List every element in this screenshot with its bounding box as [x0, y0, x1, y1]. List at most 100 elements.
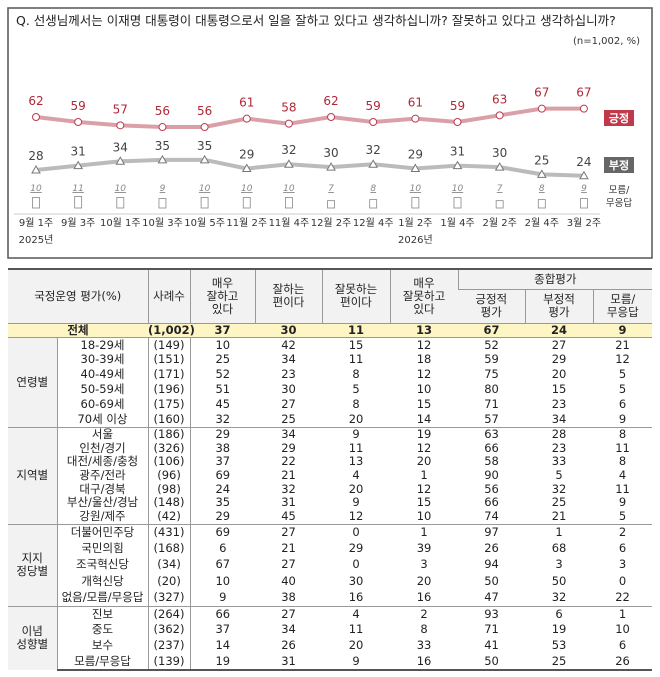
cell: 23 [281, 367, 296, 382]
row-n: (151) [148, 352, 191, 368]
dont-know-bar [284, 197, 293, 209]
group-label-line: 지역별 [16, 468, 49, 483]
positive-label: 56 [197, 104, 212, 118]
header-line: 있다 [211, 301, 234, 316]
header-very-bad: 매우 잘못하고 있다 [389, 268, 459, 324]
negative-point [284, 159, 294, 168]
dont-know-label: 8 [370, 184, 376, 194]
cell: 9 [322, 427, 391, 442]
table-row: 50-59세 (196) 51 30 5 10 80 15 5 [8, 382, 652, 398]
cell: 27 [281, 397, 296, 412]
dont-know-bar [158, 198, 167, 209]
cell: 25 [525, 654, 594, 672]
year-label: 2025년 [19, 234, 54, 246]
row-label: 70세 이상 [57, 412, 149, 428]
cell: 9 [618, 495, 627, 510]
header-line: 매우 [413, 275, 435, 290]
dont-know-bar [369, 199, 378, 209]
table-row: 국민의힘 (168) 6 21 29 39 26 68 6 [8, 540, 652, 557]
cell: 74 [484, 509, 499, 524]
cell: 20 [416, 573, 432, 588]
cell: 6 [525, 605, 594, 623]
header-overall: 종합평가 [457, 268, 653, 290]
positive-point [200, 123, 209, 132]
cell: 15 [551, 382, 567, 397]
cell: 29 [281, 440, 296, 455]
cell: 16 [416, 589, 432, 604]
group-label-line: 연령별 [16, 374, 49, 389]
positive-label: 61 [408, 96, 423, 110]
row-n: (148) [148, 496, 191, 511]
cell: 15 [416, 495, 432, 510]
cell: 22 [615, 589, 630, 604]
cell: 32 [551, 589, 567, 604]
cell: 10 [416, 509, 432, 524]
cell: 3 [420, 557, 428, 572]
header-line: 무응답 [606, 305, 639, 319]
x-tick-label: 12월 4주 [353, 217, 394, 229]
x-tick-label: 11월 4주 [269, 217, 310, 229]
dont-know-label: 10 [452, 184, 464, 194]
cell: 12 [615, 352, 630, 367]
header-line: 있다 [413, 301, 435, 316]
cell: 35 [215, 495, 231, 510]
cell: 41 [484, 638, 499, 653]
x-tick-label: 10월 3주 [142, 217, 183, 229]
row-label: 18-29세 [57, 337, 149, 353]
row-label: 없음/모름/무응답 [57, 589, 149, 607]
table-row: 대전/세종/충청 (106) 37 22 13 20 58 33 8 [8, 454, 652, 470]
cell: 1 [390, 523, 459, 541]
row-n: (264) [148, 605, 191, 623]
cell: 27 [255, 523, 323, 541]
cell: 51 [215, 382, 231, 397]
row-n: (96) [148, 468, 191, 483]
cell: 21 [281, 541, 296, 555]
table-row: 이념 성향별 진보 (264) 66 27 4 2 93 6 1 [8, 605, 653, 671]
table-row: 부산/울산/경남 (148) 35 31 9 15 66 25 9 [8, 495, 652, 511]
header-good: 잘하는 편이다 [254, 268, 323, 324]
cell: 52 [484, 337, 499, 352]
cell: 21 [551, 509, 567, 524]
row-label: 서울 [57, 427, 149, 442]
dont-know-label: 10 [241, 184, 253, 194]
negative-point [326, 162, 336, 171]
x-tick-label: 10월 1주 [100, 217, 141, 229]
cell: 8 [352, 367, 360, 382]
cell: 37 [215, 622, 231, 637]
cell: 29 [215, 509, 231, 524]
cell: 10 [215, 337, 231, 352]
cell: 80 [484, 382, 499, 397]
cell: 27 [281, 557, 296, 572]
cell: 16 [348, 589, 364, 604]
row-n: (20) [148, 573, 191, 590]
dont-know-bar [580, 198, 588, 209]
row-n: (431) [148, 523, 191, 541]
cell: 16 [390, 654, 459, 672]
cell: 9 [593, 322, 653, 339]
dont-know-label: 10 [30, 184, 42, 194]
cell: 1 [420, 468, 428, 483]
cell: 13 [348, 454, 364, 469]
negative-point [31, 164, 41, 174]
cell: 71 [484, 397, 499, 412]
results-table: 국정운영 평가(%) 사례수 매우 잘하고 있다 잘하는 편이다 잘못하는 편이다 매우… [8, 268, 653, 672]
header-line: 잘하는 [272, 282, 305, 297]
group-label: 지지 정당별 [8, 523, 58, 607]
table-row: 중도 (362) 37 34 11 8 71 19 10 [8, 622, 652, 639]
sample-note: (n=1,002, %) [573, 36, 640, 47]
cell: 1 [593, 605, 653, 623]
cell: 11 [615, 440, 630, 455]
cell: 8 [618, 454, 627, 469]
cell: 5 [618, 367, 627, 382]
negative-label: 29 [239, 148, 254, 162]
group-label-line: 성향별 [16, 637, 49, 652]
group-label: 이념 성향별 [8, 605, 58, 671]
cell: 6 [219, 541, 227, 555]
cell: 53 [551, 638, 567, 653]
negative-point [494, 162, 505, 171]
header-bad: 잘못하는 편이다 [321, 268, 391, 324]
cell: 26 [281, 638, 296, 653]
cell: 8 [593, 427, 653, 442]
cell: 30 [255, 322, 323, 339]
cell: 67 [215, 557, 231, 572]
